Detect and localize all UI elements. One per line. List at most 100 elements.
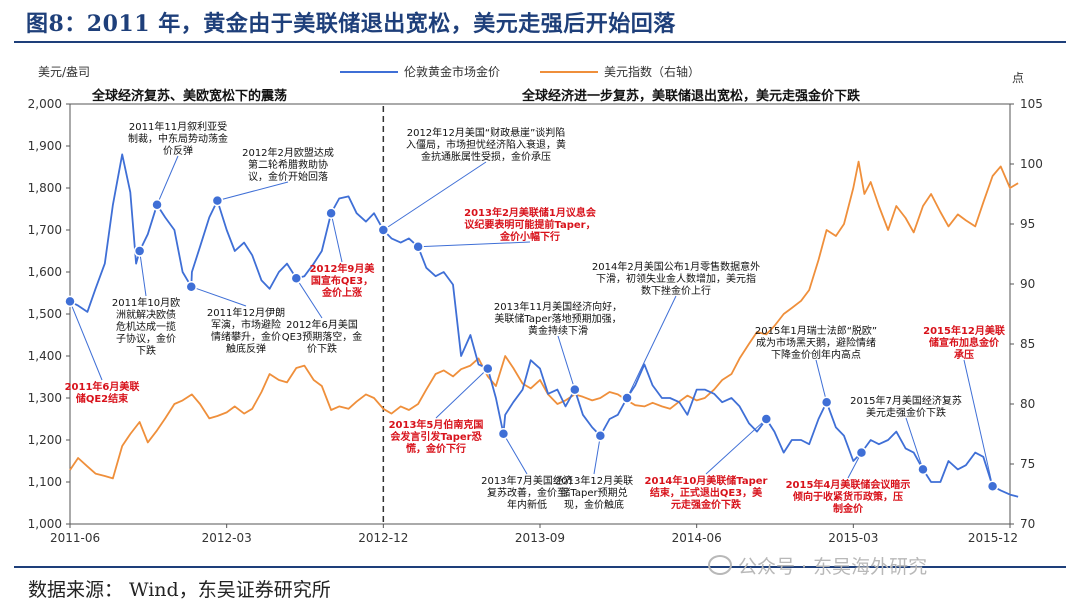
annotation-line: 2011年12月伊朗	[207, 306, 285, 319]
axes: 1,000 1,100 1,200 1,300 1,400 1,500 1,600 1,700…	[28, 65, 1043, 545]
annotation-connector	[557, 335, 576, 390]
annotation-line: 2013年7月美国经济	[481, 474, 573, 487]
annotation-text: 2013年12月美联储Taper预期兑现，金价触底	[555, 474, 633, 511]
annotation-line: 价下跌	[307, 342, 337, 355]
annotation-text: 2011年11月叙利亚受制裁，中东局势动荡金价反弹	[128, 120, 228, 157]
annotation-text: 2015年4月美联储会议暗示倾向于收紧货币政策，压制金价	[786, 478, 911, 515]
annotation-line: 元走强金价下跌	[671, 498, 742, 511]
annotation-text: 2013年7月美国经济复苏改善，金价至年内新低	[481, 474, 573, 511]
annotation-text: 2012年2月欧盟达成第二轮希腊救助协议，金价开始回落	[242, 146, 334, 183]
yright-tick-label: 70	[1020, 517, 1035, 531]
annotation-line: 2014年10月美联储Taper	[645, 474, 768, 487]
annotation-line: 制金价	[833, 502, 864, 515]
x-tick-label: 2011-06	[50, 531, 100, 545]
annotation-line: 结束，正式退出QE3，美	[650, 486, 763, 499]
annotation-text: 2011年12月伊朗军演，市场避险情绪攀升，金价触底反弹	[207, 306, 285, 355]
title-rule	[14, 41, 1066, 43]
annotation-line: 2012年6月美国	[286, 318, 358, 331]
annotation-text: 2011年10月欧洲就解决欧债危机达成一揽子协议，金价下跌	[112, 296, 180, 357]
annotation-marker	[64, 295, 76, 308]
annotation-marker	[377, 224, 390, 236]
x-tick-label: 2015-03	[828, 531, 878, 545]
annotation-text: 2013年5月伯南克国会发言引发Taper恐慌，金价下行	[389, 418, 484, 455]
annotation-text: 2015年7月美国经济复苏美元走强金价下跌	[850, 394, 962, 419]
annotation-line: 触底反弹	[226, 342, 266, 355]
annotation-line: 下降金价创年内高点	[771, 348, 861, 361]
annotation-line: 金抗通胀属性受损，金价承压	[421, 150, 551, 163]
yleft-tick-label: 1,100	[28, 475, 62, 489]
annotation-line: QE3预期落空，金	[282, 330, 363, 343]
annotation-marker	[325, 207, 337, 219]
annotations: 2011年11月叙利亚受制裁，中东局势动荡金价反弹 2012年2月欧盟达成第二轮希…	[64, 120, 1005, 515]
annotation-text: 2015年1月瑞士法郎“脱欧”成为市场黑天鹅，避险情绪下降金价创年内高点	[755, 324, 877, 361]
yright-tick-label: 85	[1020, 337, 1035, 351]
annotation-connector	[295, 278, 323, 319]
annotation-marker	[621, 392, 633, 404]
annotation-line: 数下挫金价上行	[641, 284, 711, 297]
x-tick-label: 2012-12	[358, 531, 408, 545]
annotation-marker	[185, 280, 198, 293]
annotation-line: 第二轮希腊救助协	[248, 158, 328, 171]
annotation-text: 2012年6月美国 QE3预期落空，金价下跌	[282, 318, 363, 355]
annotation-marker	[917, 463, 929, 476]
annotation-line: 议，金价开始回落	[248, 170, 328, 183]
annotation-connector	[69, 301, 103, 381]
annotation-line: 年内新低	[507, 498, 547, 511]
yleft-tick-label: 1,000	[28, 517, 62, 531]
annotation-connector	[383, 161, 487, 231]
annotation-connector	[593, 435, 601, 475]
annotation-line: 议纪要表明可能提前Taper，	[464, 218, 595, 231]
annotation-connector	[815, 359, 828, 403]
title-bar: 图8：2011 年，黄金由于美联储退出宽松，美元走强后开始回落	[0, 0, 1080, 44]
annotation-connector	[626, 295, 677, 399]
annotation-line: 洲就解决欧债	[116, 308, 176, 321]
yleft-tick-label: 1,600	[28, 265, 62, 279]
annotation-marker	[211, 194, 224, 207]
annotation-marker	[986, 480, 999, 492]
annotation-marker	[412, 241, 424, 253]
figure-title: 图8：2011 年，黄金由于美联储退出宽松，美元走强后开始回落	[26, 11, 676, 37]
annotation-line: 2014年2月美国公布1月零售数据意外	[592, 260, 760, 273]
annotation-marker	[855, 446, 868, 459]
annotation-line: 现，金价触底	[564, 498, 624, 511]
annotation-line: 复苏改善，金价至	[487, 486, 567, 499]
annotation-line: 倾向于收紧货币政策，压	[792, 490, 903, 503]
annotation-text: 2013年2月美联储1月议息会议纪要表明可能提前Taper，金价小幅下行	[464, 206, 596, 243]
phase-label-1: 全球经济复苏、美欧宽松下的震荡	[91, 88, 287, 104]
annotation-line: 军演，市场避险	[211, 318, 281, 331]
annotation-line: 慌，金价下行	[406, 442, 466, 455]
watermark: 公众号 · 东吴海外研究	[708, 552, 927, 579]
yright-tick-label: 95	[1020, 217, 1035, 231]
annotation-marker	[482, 362, 494, 375]
annotation-line: 会发言引发Taper恐	[390, 430, 481, 443]
legend-label-usd: 美元指数（右轴）	[604, 64, 700, 79]
yright-tick-label: 100	[1020, 157, 1043, 171]
annotation-line: 储QE2结束	[75, 392, 129, 405]
annotation-line: 下滑，初领失业金人数增加，美元指	[596, 272, 756, 285]
annotation-text: 2013年11月美国经济向好，美联储Taper落地预期加强，黄金持续下滑	[494, 300, 622, 337]
annotation-line: 美联储Taper落地预期加强，	[494, 312, 621, 325]
annotation-line: 黄金持续下滑	[528, 324, 588, 337]
annotation-line: 下跌	[136, 344, 156, 357]
annotation-line: 金价小幅下行	[499, 230, 560, 243]
yleft-tick-label: 1,300	[28, 391, 62, 405]
yright-tick-label: 105	[1020, 97, 1043, 111]
annotation-line: 2011年11月叙利亚受	[129, 120, 227, 133]
annotation-line: 2015年7月美国经济复苏	[850, 394, 962, 407]
annotation-line: 2013年11月美国经济向好，	[494, 300, 622, 313]
annotation-line: 2013年5月伯南克国	[389, 418, 484, 431]
annotation-line: 国宣布QE3，	[311, 274, 373, 287]
legend: 伦敦黄金市场金价 美元指数（右轴）	[340, 64, 700, 79]
annotation-marker	[760, 413, 773, 425]
annotation-line: 2015年4月美联储会议暗示	[786, 478, 911, 491]
annotation-text: 2014年10月美联储Taper 结束，正式退出QE3，美元走强金价下跌	[645, 474, 768, 511]
wechat-icon	[708, 555, 732, 575]
phase-label-2: 全球经济进一步复苏，美联储退出宽松，美元走强金价下跌	[521, 88, 861, 104]
annotation-marker	[569, 383, 581, 396]
annotation-line: 2015年1月瑞士法郎“脱欧”	[755, 324, 877, 337]
annotation-line: 金价上涨	[321, 286, 362, 299]
annotation-line: 2013年12月美联	[555, 474, 633, 487]
annotation-text: 2012年12月美国“财政悬崖”谈判陷入僵局，市场担忧经济陷入衰退，黄金抗通胀属…	[406, 126, 566, 163]
yright-tick-label: 75	[1020, 457, 1035, 471]
x-tick-label: 2015-12	[968, 531, 1018, 545]
